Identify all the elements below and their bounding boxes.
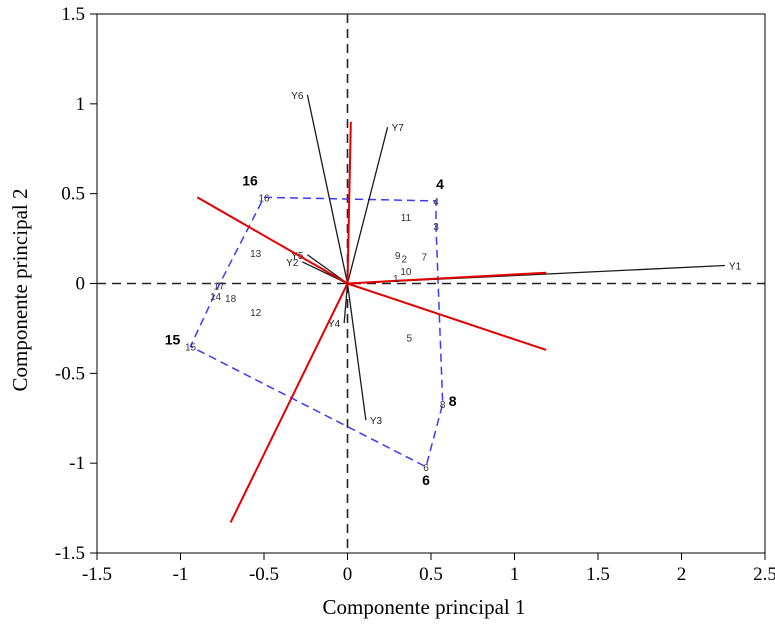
point-label: 6: [423, 463, 429, 474]
hull-vertex-label: 6: [422, 472, 430, 488]
point-label: 16: [258, 193, 270, 204]
hull-vertex-label: 15: [165, 331, 181, 347]
x-tick-label: -1: [173, 564, 189, 585]
variable-label: Y6: [291, 91, 304, 102]
x-tick-label: 1: [510, 564, 520, 585]
x-tick-label: -1.5: [82, 564, 112, 585]
variable-vector: [343, 283, 349, 324]
point-label: 4: [433, 197, 439, 208]
variable-label: Y7: [392, 123, 405, 134]
variable-label: Y3: [370, 416, 383, 427]
point-label: 9: [395, 251, 401, 262]
point-label: 14: [210, 292, 222, 303]
y-tick-label: 1.5: [61, 4, 85, 25]
y-tick-label: 0: [76, 274, 86, 295]
hull-vertex-label: 16: [242, 172, 258, 188]
variable-label: Y5: [291, 251, 304, 262]
hull-vertex-label: 8: [449, 393, 457, 409]
point-label: 5: [407, 333, 413, 344]
y-tick-label: -0.5: [55, 363, 85, 384]
point-label: 2: [401, 254, 407, 265]
point-label: 17: [213, 281, 225, 292]
hull-vertex-label: 4: [436, 176, 444, 192]
x-tick-label: -0.5: [249, 564, 279, 585]
sector-ray: [347, 282, 547, 351]
point-label: 3: [433, 222, 439, 233]
sector-ray: [346, 121, 352, 284]
point-label: 1: [393, 274, 399, 285]
y-tick-label: 1: [76, 94, 86, 115]
sector-ray: [347, 271, 547, 285]
hull-polygon: [189, 196, 444, 468]
sector-ray: [229, 283, 349, 523]
y-axis-title: Componente principal 2: [8, 189, 32, 392]
variable-vector: [306, 94, 349, 284]
variable-vector: [346, 127, 389, 284]
y-tick-label: -1.5: [55, 543, 85, 564]
point-label: 15: [185, 342, 197, 353]
point-label: 12: [250, 308, 262, 319]
x-tick-label: 0: [343, 564, 353, 585]
variable-label: Y1: [729, 262, 742, 273]
y-tick-label: 0.5: [61, 184, 85, 205]
x-axis-title: Componente principal 1: [323, 595, 526, 619]
x-tick-label: 2.5: [753, 564, 775, 585]
point-label: 7: [422, 253, 428, 264]
variable-vector: [346, 283, 367, 421]
point-label: 13: [250, 249, 262, 260]
point-label: 11: [401, 213, 412, 224]
sector-ray: [196, 196, 348, 285]
x-tick-label: 0.5: [419, 564, 443, 585]
variable-label: Y2: [286, 258, 299, 269]
x-tick-label: 1.5: [586, 564, 610, 585]
variable-label: Y4: [328, 319, 341, 330]
y-tick-label: -1: [69, 453, 85, 474]
x-tick-label: 2: [677, 564, 687, 585]
point-label: 10: [400, 267, 412, 278]
point-label: 18: [225, 294, 237, 305]
point-label: 8: [440, 400, 446, 411]
